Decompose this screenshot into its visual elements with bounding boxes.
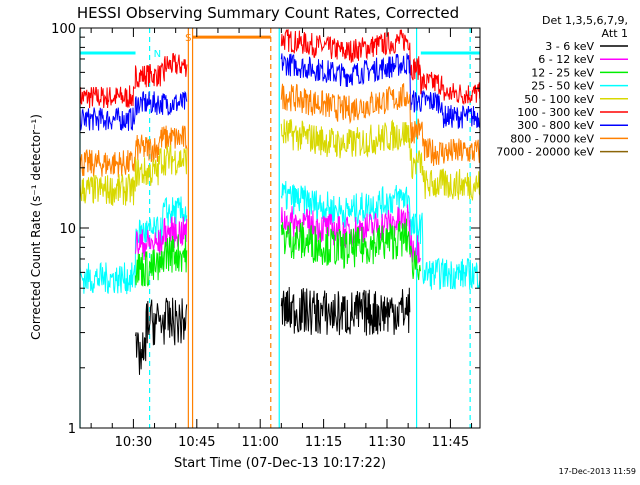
series-3-6-kev [135,286,411,375]
y-tick-label-10: 10 [59,222,76,237]
series-800-7000-kev [79,83,481,178]
axes: 1 10 100 10:30 10:45 11:00 11:15 11:30 11:45 [51,22,481,450]
series-100-300-kev [79,29,481,110]
plot-area: NS [79,28,481,428]
legend-label-2: 12 - 25 keV [531,66,594,79]
y-tick-label-100: 100 [51,22,76,37]
legend-label-6: 300 - 800 keV [517,119,594,132]
x-tick-label-1130: 11:30 [368,435,405,450]
flag-label-n: N [154,49,161,60]
x-tick-label-1145: 11:45 [432,435,469,450]
chart-title: HESSI Observing Summary Count Rates, Cor… [77,4,459,22]
x-tick-label-1030: 10:30 [115,435,152,450]
legend-header-line-2: Att 1 [602,27,628,40]
timestamp: 17-Dec-2013 11:59 [559,467,636,476]
legend-label-4: 50 - 100 keV [524,93,594,106]
legend-header-line-1: Det 1,3,5,6,7,9, [542,14,628,27]
flag-label-s: S [185,33,191,44]
series-25-50-kev [79,180,481,295]
x-axis-label: Start Time (07-Dec-13 10:17:22) [174,456,386,471]
x-tick-label-1115: 11:15 [305,435,342,450]
series-12-25-kev [135,218,421,287]
y-tick-label-1: 1 [68,422,76,437]
legend-label-7: 800 - 7000 keV [510,132,594,145]
y-axis-label: Corrected Count Rate (s⁻¹ detector⁻¹) [29,114,43,340]
legend-label-8: 7000 - 20000 keV [496,146,594,159]
legend-label-1: 6 - 12 keV [538,53,594,66]
x-tick-label-1045: 10:45 [178,435,215,450]
legend-label-3: 25 - 50 keV [531,80,594,93]
series-300-800-kev [79,53,481,131]
legend-label-0: 3 - 6 keV [545,40,594,53]
x-tick-label-1100: 11:00 [241,435,278,450]
legend-label-5: 100 - 300 keV [517,106,594,119]
series-50-100-kev [79,118,481,206]
